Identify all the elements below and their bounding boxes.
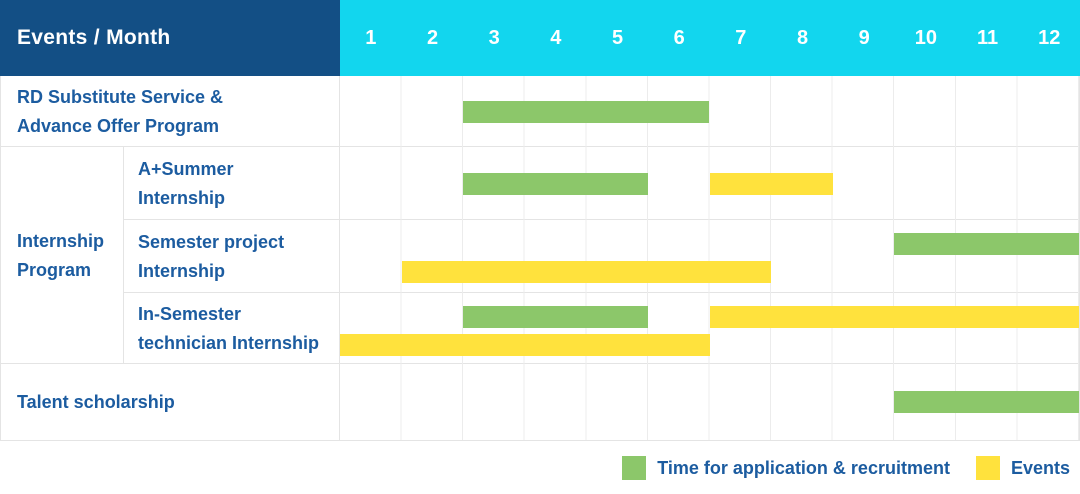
row-label-line: Talent scholarship xyxy=(17,391,175,412)
month-label-8: 8 xyxy=(796,26,809,49)
events-bar xyxy=(401,261,772,283)
application-swatch-icon xyxy=(622,456,647,480)
row-label-semester-project: Semester project Internship xyxy=(124,220,340,293)
row-label-a-plus-summer: A+Summer Internship xyxy=(124,147,340,220)
table-row-in-semester-technician: In-Semester technician Internship xyxy=(124,293,1079,364)
application-bar xyxy=(894,233,1079,255)
month-label-12: 12 xyxy=(1038,26,1061,49)
table-row-a-plus-summer: A+Summer Internship xyxy=(124,147,1079,220)
row-label-line: technician Internship xyxy=(138,332,320,353)
month-label-9: 9 xyxy=(858,26,870,49)
row-label-in-semester-technician: In-Semester technician Internship xyxy=(124,293,340,364)
events-bar xyxy=(340,334,710,356)
legend: Time for application & recruitment Event… xyxy=(622,452,1070,484)
month-label-10: 10 xyxy=(914,26,937,49)
table-row-semester-project: Semester project Internship xyxy=(124,220,1079,293)
row-label-line: In-Semester xyxy=(138,303,242,324)
timeline-cell-semester-project xyxy=(340,220,1079,293)
events-month-header-cell: Events / Month xyxy=(0,0,340,76)
row-label-line: Internship xyxy=(138,260,226,281)
table-header-row: Events / Month 1 2 3 4 5 6 7 8 9 10 11 1… xyxy=(0,0,1080,76)
table-row-rd-substitute: RD Substitute Service & Advance Offer Pr… xyxy=(1,76,1079,147)
application-bar xyxy=(463,306,648,328)
group-label-internship-program: Internship Program xyxy=(1,147,124,364)
legend-item-application: Time for application & recruitment xyxy=(622,456,950,480)
events-bar xyxy=(709,172,833,195)
row-label-line: Internship xyxy=(138,187,226,208)
timeline-cell-talent-scholarship xyxy=(340,364,1079,440)
month-label-7: 7 xyxy=(735,26,747,49)
row-label-line: Advance Offer Program xyxy=(17,115,220,136)
legend-label-events: Events xyxy=(1010,457,1070,478)
month-label-6: 6 xyxy=(673,26,685,49)
timeline-cell-rd-substitute xyxy=(340,76,1079,147)
table-row-talent-scholarship: Talent scholarship xyxy=(1,364,1079,440)
timeline-cell-in-semester-technician xyxy=(340,293,1079,364)
application-bar xyxy=(463,172,648,195)
row-label-rd-substitute: RD Substitute Service & Advance Offer Pr… xyxy=(1,76,340,147)
timeline-cell-a-plus-summer xyxy=(340,147,1079,220)
row-label-line: A+Summer xyxy=(138,158,234,179)
table-body: RD Substitute Service & Advance Offer Pr… xyxy=(0,76,1080,441)
table-rowgroup-internship-program: Internship Program A+Summer Internship xyxy=(1,147,1079,364)
events-bar xyxy=(709,306,1079,328)
legend-item-events: Events xyxy=(975,456,1070,480)
application-bar xyxy=(894,391,1079,413)
application-bar xyxy=(463,100,710,123)
row-label-talent-scholarship: Talent scholarship xyxy=(1,364,340,440)
month-label-4: 4 xyxy=(550,26,562,49)
internship-subrows: A+Summer Internship Semester project Int… xyxy=(124,147,1079,364)
row-label-line: Semester project xyxy=(138,231,285,252)
events-month-title: Events / Month xyxy=(17,26,171,49)
month-label-2: 2 xyxy=(426,26,439,49)
month-header-strip: 1 2 3 4 5 6 7 8 9 10 11 12 xyxy=(340,0,1080,76)
events-swatch-icon xyxy=(975,456,1000,480)
month-label-1: 1 xyxy=(365,26,377,49)
month-label-5: 5 xyxy=(611,26,624,49)
legend-label-application: Time for application & recruitment xyxy=(657,457,950,478)
row-label-line: RD Substitute Service & xyxy=(17,86,224,107)
group-label-line: Program xyxy=(17,259,92,280)
month-label-11: 11 xyxy=(976,26,999,49)
group-label-line: Internship xyxy=(17,230,105,251)
month-label-3: 3 xyxy=(488,26,500,49)
